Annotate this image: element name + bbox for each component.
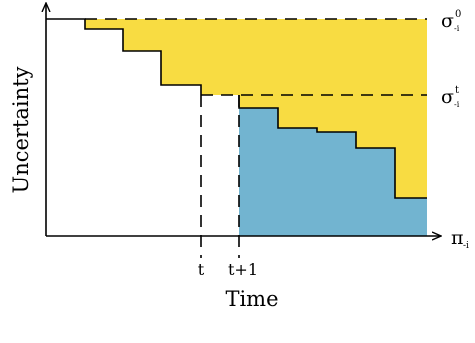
tick-label-t: t [198, 260, 205, 279]
uncertainty-step-curve-after [238, 95, 427, 199]
svg-text:π: π [451, 227, 464, 249]
svg-text:0: 0 [455, 9, 461, 20]
pi-label: π -i [451, 227, 469, 251]
uncertainty-step-curve [46, 18, 202, 95]
tick-label-t-plus-1: t+1 [228, 260, 258, 279]
svg-text:-i: -i [454, 100, 460, 109]
yellow-region [85, 19, 427, 198]
svg-text:σ: σ [441, 86, 454, 108]
svg-text:-i: -i [463, 241, 469, 251]
x-axis-label: Time [225, 287, 278, 311]
y-axis-label: Uncertainty [9, 66, 33, 193]
svg-text:-i: -i [454, 24, 460, 33]
sigma-0-label: σ 0 -i [441, 9, 461, 33]
svg-text:σ: σ [441, 10, 454, 32]
sigma-t-label: σ t -i [441, 85, 460, 109]
svg-text:t: t [455, 85, 459, 96]
blue-region [239, 108, 427, 236]
